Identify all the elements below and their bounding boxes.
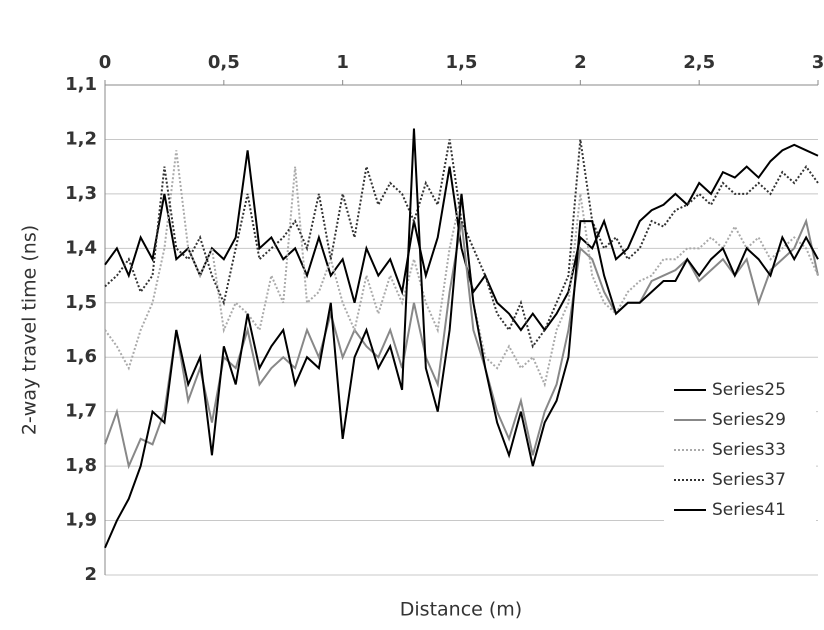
legend-label: Series33 (712, 440, 786, 460)
x-tick-label: 2 (574, 52, 587, 73)
y-tick-label: 1,2 (65, 128, 97, 149)
x-tick-label: 1,5 (446, 52, 478, 73)
y-tick-label: 1,5 (65, 292, 97, 313)
x-tick-label: 0 (99, 52, 112, 73)
x-tick-label: 0,5 (208, 52, 240, 73)
y-tick-label: 2 (84, 564, 97, 585)
series-line (104, 217, 819, 470)
legend-label: Series41 (712, 500, 786, 520)
series-line (104, 139, 819, 349)
y-tick-label: 1,1 (65, 74, 97, 95)
y-tick-label: 1,4 (65, 237, 97, 258)
series-line (104, 128, 819, 549)
legend-label: Series37 (712, 470, 786, 490)
y-axis-label: 2-way travel time (ns) (19, 225, 41, 435)
y-tick-label: 1,7 (65, 401, 97, 422)
legend-label: Series29 (712, 410, 786, 430)
x-tick-label: 2,5 (683, 52, 715, 73)
series-line (104, 150, 819, 388)
x-axis-label: Distance (m) (400, 599, 522, 621)
x-tick-label: 1 (336, 52, 349, 73)
legend-box (664, 370, 816, 522)
y-tick-label: 1,3 (65, 183, 97, 204)
series-line (104, 143, 819, 332)
legend-label: Series25 (712, 380, 786, 400)
y-tick-label: 1,6 (65, 346, 97, 367)
y-tick-label: 1,9 (65, 510, 97, 531)
y-tick-label: 1,8 (65, 455, 97, 476)
x-tick-label: 3 (812, 52, 824, 73)
